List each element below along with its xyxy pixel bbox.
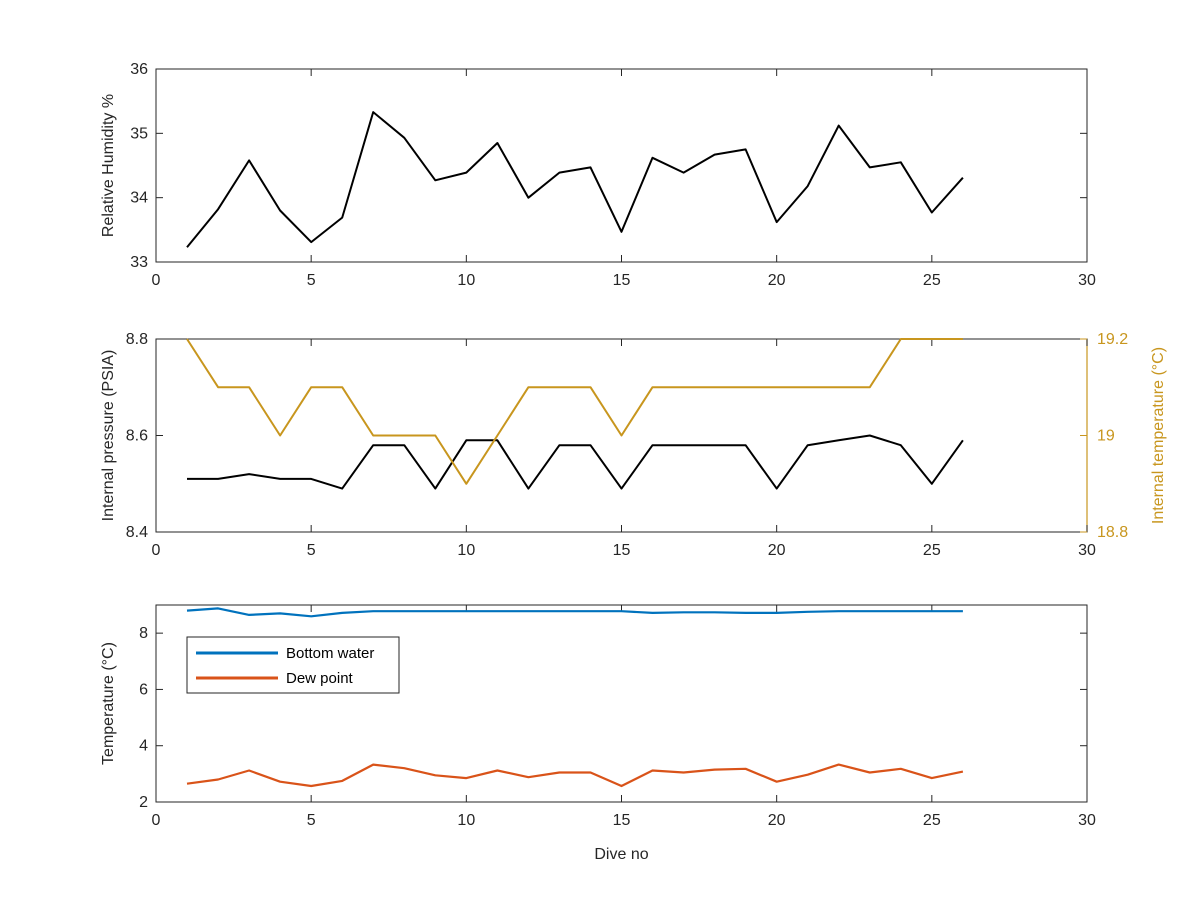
x-tick-label: 20 bbox=[768, 812, 786, 829]
y-tick-label: 4 bbox=[139, 738, 148, 755]
x-tick-label: 5 bbox=[307, 542, 316, 559]
temperature-chart: 0 5 10 15 20 25 30 2 4 6 8 Temperature (°C) Dive no B… bbox=[100, 604, 1096, 863]
legend-box bbox=[186, 636, 400, 694]
x-tick-label: 25 bbox=[923, 272, 941, 289]
y-tick-label: 8.6 bbox=[126, 428, 148, 445]
y-tick-label: 36 bbox=[130, 61, 148, 78]
right-y-axis-label: Internal temperature (°C) bbox=[1150, 347, 1167, 524]
x-tick-label: 25 bbox=[923, 812, 941, 829]
x-tick-label: 10 bbox=[457, 812, 475, 829]
x-tick-label: 15 bbox=[613, 272, 631, 289]
y-axis-label: Relative Humidity % bbox=[100, 94, 117, 237]
right-y-tick-label: 19 bbox=[1097, 428, 1115, 445]
y-axis-label: Internal pressure (PSIA) bbox=[100, 350, 117, 522]
series-line-left bbox=[187, 434, 964, 490]
right-y-tick-label: 18.8 bbox=[1097, 524, 1128, 541]
y-tick-label: 34 bbox=[130, 190, 148, 207]
x-tick-label: 0 bbox=[152, 272, 161, 289]
y-tick-label: 33 bbox=[130, 254, 148, 271]
x-tick-label: 5 bbox=[307, 272, 316, 289]
x-axis-label: Dive no bbox=[594, 846, 648, 863]
series-line-bottom-water bbox=[186, 607, 963, 618]
x-tick-label: 10 bbox=[457, 542, 475, 559]
y-tick-label: 6 bbox=[139, 681, 148, 698]
humidity-chart: 0 5 10 15 20 25 30 33 34 35 36 Relative Humidity % bbox=[100, 61, 1096, 289]
x-tick-label: 30 bbox=[1078, 812, 1096, 829]
plot-area bbox=[155, 604, 1088, 803]
x-tick-label: 30 bbox=[1078, 542, 1096, 559]
series-line-right bbox=[186, 338, 963, 485]
x-tick-label: 30 bbox=[1078, 272, 1096, 289]
x-tick-label: 10 bbox=[457, 272, 475, 289]
y-axis-label: Temperature (°C) bbox=[100, 642, 117, 765]
legend-label: Dew point bbox=[286, 670, 354, 687]
x-tick-label: 15 bbox=[613, 812, 631, 829]
y-tick-label: 8.4 bbox=[126, 524, 148, 541]
x-tick-label: 20 bbox=[768, 272, 786, 289]
plot-area bbox=[155, 68, 1088, 263]
y-tick-label: 35 bbox=[130, 125, 148, 142]
y-tick-label: 2 bbox=[139, 794, 148, 811]
series-line-main bbox=[186, 111, 964, 248]
x-tick-label: 5 bbox=[307, 812, 316, 829]
x-tick-label: 25 bbox=[923, 542, 941, 559]
x-tick-label: 0 bbox=[152, 542, 161, 559]
x-tick-label: 20 bbox=[768, 542, 786, 559]
x-tick-label: 0 bbox=[152, 812, 161, 829]
legend-label: Bottom water bbox=[286, 645, 374, 662]
y-tick-label: 8 bbox=[139, 625, 148, 642]
y-tick-label: 8.8 bbox=[126, 331, 148, 348]
right-y-tick-label: 19.2 bbox=[1097, 331, 1128, 348]
pressure-temperature-chart: 0 5 10 15 20 25 30 8.4 8.6 8.8 18.8 19 19.2 Internal … bbox=[100, 331, 1167, 559]
x-tick-label: 15 bbox=[613, 542, 631, 559]
series-line-dew-point bbox=[186, 763, 964, 788]
